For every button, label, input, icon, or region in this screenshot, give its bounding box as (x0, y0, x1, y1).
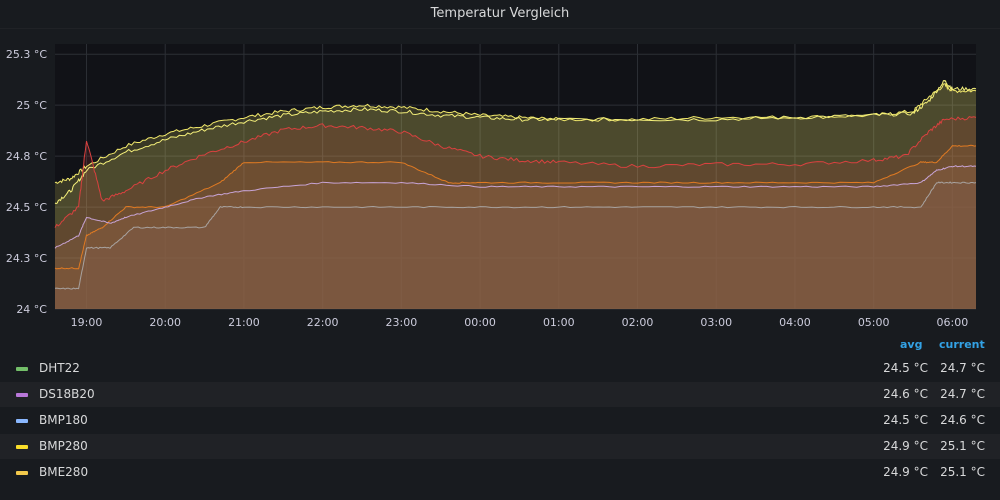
legend-row-bmp180[interactable]: BMP180 24.5 °C 24.6 °C (0, 408, 1000, 433)
legend-current-value: 24.7 °C (940, 361, 985, 375)
legend-current-value: 25.1 °C (940, 439, 985, 453)
x-tick-label: 23:00 (386, 316, 418, 329)
legend-current-value: 24.7 °C (940, 387, 985, 401)
legend-row-bme280[interactable]: BME280 24.9 °C 25.1 °C (0, 460, 1000, 485)
series-line (54, 116, 977, 228)
temperature-chart: 24 °C 24.3 °C 24.5 °C 24.8 °C 25 °C 25.3 °C 1… (6, 44, 977, 329)
x-tick-label: 03:00 (700, 316, 732, 329)
legend-swatch (16, 419, 28, 423)
y-tick-label: 24.3 °C (6, 252, 47, 265)
x-axis: 19:00 20:00 21:00 22:00 23:00 00:00 01:00 02:00… (71, 316, 969, 329)
legend-current-value: 24.6 °C (940, 413, 985, 427)
x-tick-label: 00:00 (464, 316, 496, 329)
legend-current-header[interactable]: current (939, 338, 985, 351)
y-tick-label: 24 °C (16, 303, 47, 316)
legend-avg-value: 24.5 °C (883, 361, 928, 375)
legend-series-name: DS18B20 (39, 387, 95, 401)
y-tick-label: 24.8 °C (6, 150, 47, 163)
x-tick-label: 20:00 (149, 316, 181, 329)
legend-avg-value: 24.6 °C (883, 387, 928, 401)
y-tick-label: 25.3 °C (6, 48, 47, 61)
x-tick-label: 05:00 (858, 316, 890, 329)
x-tick-label: 02:00 (622, 316, 654, 329)
legend-row-ds18b20[interactable]: DS18B20 24.6 °C 24.7 °C (0, 382, 1000, 407)
x-tick-label: 06:00 (937, 316, 969, 329)
legend-series-name: BMP180 (39, 413, 88, 427)
series-line (54, 79, 977, 205)
x-tick-label: 22:00 (307, 316, 339, 329)
legend-avg-value: 24.9 °C (883, 465, 928, 479)
legend-swatch (16, 445, 28, 449)
series-line (54, 181, 977, 290)
legend-series-name: DHT22 (39, 361, 80, 375)
panel-title: Temperatur Vergleich (0, 0, 1000, 29)
legend-row-bmp280[interactable]: BMP280 24.9 °C 25.1 °C (0, 434, 1000, 459)
legend-avg-header[interactable]: avg (900, 338, 923, 351)
legend-current-value: 25.1 °C (940, 465, 985, 479)
legend-swatch (16, 367, 28, 371)
legend-avg-value: 24.9 °C (883, 439, 928, 453)
x-tick-label: 04:00 (779, 316, 811, 329)
legend-series-name: BME280 (39, 465, 89, 479)
series-line (54, 165, 977, 249)
series-area (55, 182, 976, 309)
x-tick-label: 01:00 (543, 316, 575, 329)
series-line (54, 82, 977, 185)
y-tick-label: 24.5 °C (6, 201, 47, 214)
x-tick-label: 19:00 (71, 316, 103, 329)
legend-avg-value: 24.5 °C (883, 413, 928, 427)
chart-lines (54, 79, 977, 290)
legend-swatch (16, 393, 28, 397)
legend-row-dht22[interactable]: DHT22 24.5 °C 24.7 °C (0, 356, 1000, 381)
y-axis: 24 °C 24.3 °C 24.5 °C 24.8 °C 25 °C 25.3 °C (6, 48, 47, 316)
y-tick-label: 25 °C (16, 99, 47, 112)
legend-swatch (16, 471, 28, 475)
x-tick-label: 21:00 (228, 316, 260, 329)
series-line (54, 144, 977, 270)
legend-series-name: BMP280 (39, 439, 88, 453)
